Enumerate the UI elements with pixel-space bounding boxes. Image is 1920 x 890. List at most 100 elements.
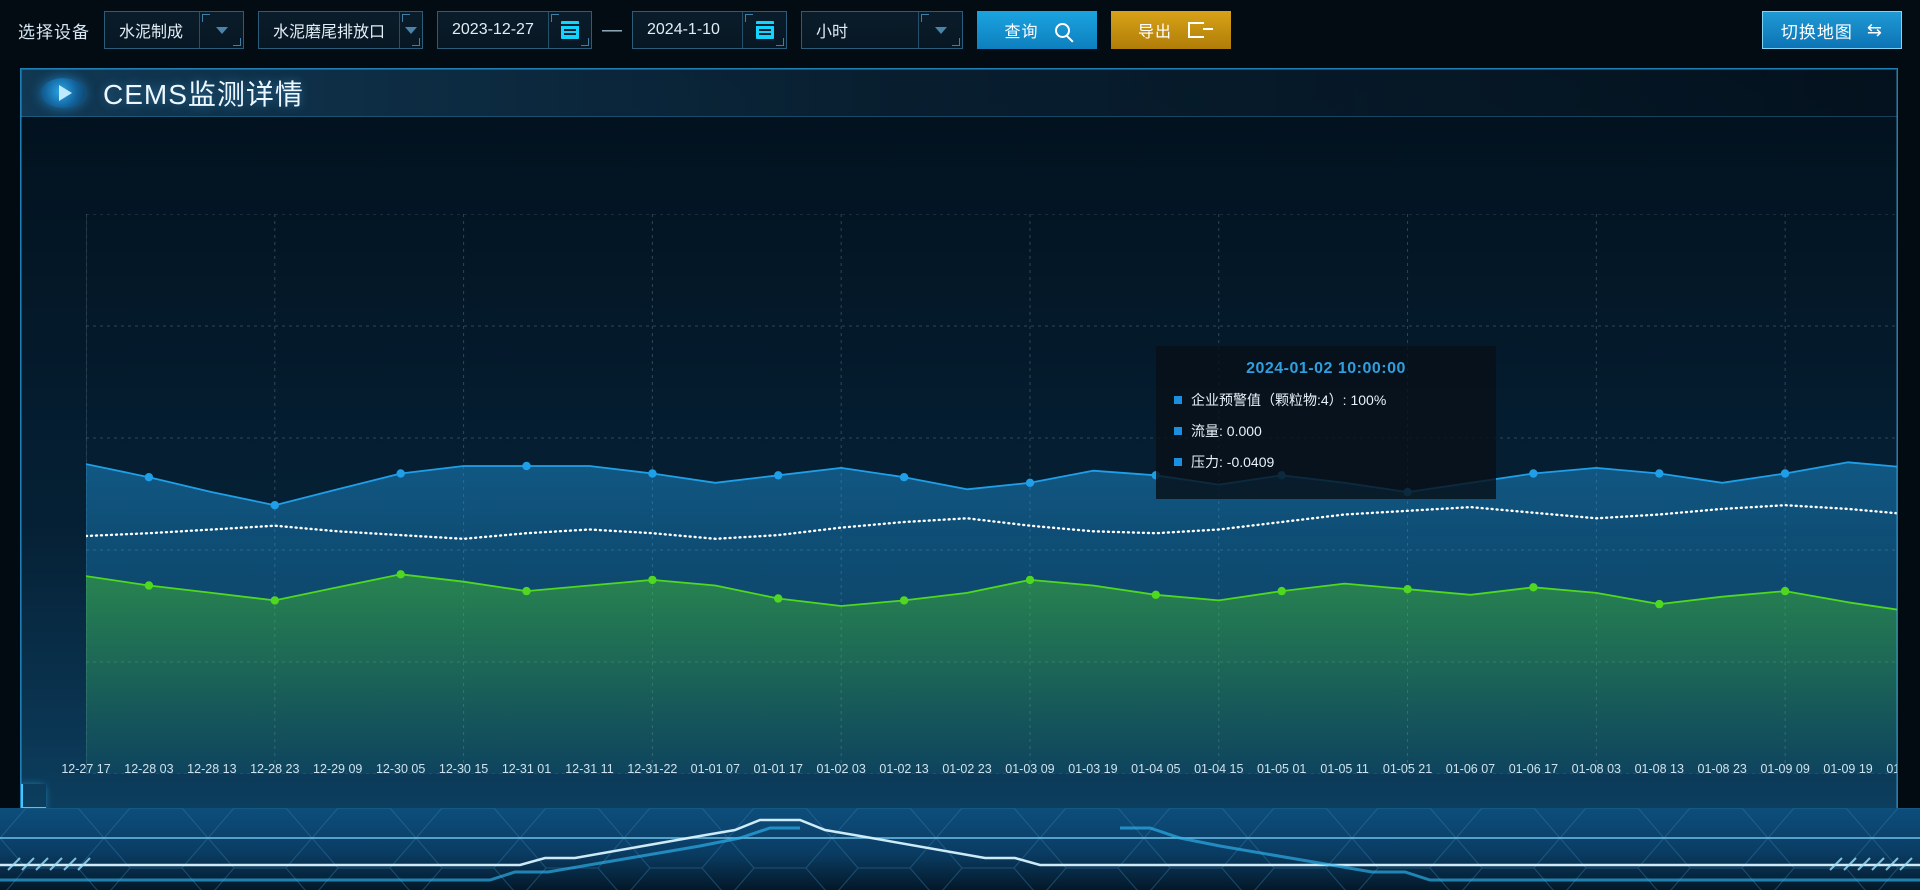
chart-plot-area bbox=[86, 214, 1897, 774]
query-button[interactable]: 查询 bbox=[977, 11, 1097, 49]
export-button-label: 导出 bbox=[1137, 24, 1172, 41]
swap-icon: ⇆ bbox=[1866, 20, 1883, 40]
x-axis-tick-17: 01-04 05 bbox=[1131, 762, 1181, 776]
series-point bbox=[648, 575, 657, 585]
play-icon bbox=[41, 78, 85, 108]
series-point bbox=[774, 594, 783, 603]
x-axis-tick-2: 12-28 13 bbox=[187, 762, 237, 776]
end-date-input[interactable]: 2024-1-10 bbox=[632, 11, 787, 49]
series-point bbox=[1655, 599, 1664, 609]
series-point bbox=[1277, 471, 1286, 480]
series-point bbox=[1529, 583, 1538, 592]
series-point bbox=[1025, 575, 1035, 585]
chart-container: 12-27 17 12-28 03 12-28 13 12-28 23 12-29 09… bbox=[21, 117, 1897, 809]
x-axis-tick-0: 12-27 17 bbox=[61, 762, 111, 776]
chevron-down-icon[interactable] bbox=[399, 12, 422, 48]
export-button[interactable]: 导出 bbox=[1111, 11, 1231, 49]
query-button-label: 查询 bbox=[1004, 24, 1039, 41]
series-point bbox=[522, 461, 531, 471]
switch-map-label: 切换地图 bbox=[1780, 22, 1853, 42]
series-point bbox=[144, 581, 154, 590]
top-toolbar: 选择设备 水泥制成 水泥磨尾排放口 2023-12-27 — 2024-1-10… bbox=[0, 0, 1920, 60]
x-axis-tick-12: 01-02 03 bbox=[816, 762, 866, 776]
x-axis-tick-9: 12-31-22 bbox=[627, 762, 678, 776]
x-axis-tick-23: 01-06 17 bbox=[1508, 762, 1559, 776]
x-axis-tick-6: 12-30 15 bbox=[438, 762, 489, 776]
x-axis-tick-7: 12-31 01 bbox=[501, 762, 552, 776]
x-axis-tick-22: 01-06 07 bbox=[1445, 762, 1496, 776]
outlet-select-value: 水泥磨尾排放口 bbox=[273, 24, 386, 41]
x-axis-tick-11: 01-01 17 bbox=[753, 762, 803, 776]
x-axis-tick-19: 01-05 01 bbox=[1257, 762, 1307, 776]
chart-x-axis: 12-27 17 12-28 03 12-28 13 12-28 23 12-29 09… bbox=[21, 762, 1897, 782]
search-icon bbox=[1054, 22, 1070, 38]
panel-header-background bbox=[21, 69, 1897, 117]
series-line bbox=[86, 461, 1897, 507]
x-axis-tick-5: 12-30 05 bbox=[375, 762, 426, 776]
series-point bbox=[1151, 471, 1161, 480]
device-select[interactable]: 水泥制成 bbox=[104, 11, 244, 49]
x-axis-tick-15: 01-03 09 bbox=[1005, 762, 1055, 776]
x-axis-tick-3: 12-28 23 bbox=[250, 762, 300, 776]
series-point bbox=[1277, 586, 1286, 596]
export-icon bbox=[1188, 22, 1213, 38]
series-point bbox=[1529, 469, 1538, 478]
series-line bbox=[86, 504, 1897, 540]
x-axis-tick-18: 01-04 15 bbox=[1194, 762, 1244, 776]
x-axis-tick-25: 01-08 13 bbox=[1634, 762, 1684, 776]
cems-detail-panel: CEMS监测详情 12-27 17 12-28 03 12-28 13 12-28 2… bbox=[20, 68, 1898, 810]
series-point bbox=[648, 469, 657, 478]
series-point bbox=[396, 570, 405, 579]
series-point bbox=[1403, 487, 1412, 497]
panel-header: CEMS监测详情 bbox=[21, 69, 1897, 117]
device-label: 选择设备 bbox=[18, 22, 90, 42]
series-point bbox=[1025, 478, 1035, 487]
series-point bbox=[396, 469, 405, 478]
series-point bbox=[1403, 585, 1412, 594]
series-point bbox=[899, 473, 909, 482]
x-axis-tick-26: 01-08 23 bbox=[1697, 762, 1747, 776]
chart-series-2 bbox=[86, 570, 1897, 774]
chevron-down-icon[interactable] bbox=[918, 12, 962, 48]
switch-map-button[interactable]: 切换地图 ⇆ bbox=[1761, 11, 1902, 49]
series-point bbox=[1780, 469, 1790, 478]
x-axis-tick-10: 01-01 07 bbox=[690, 762, 740, 776]
end-date-value: 2024-1-10 bbox=[647, 21, 720, 38]
device-select-value: 水泥制成 bbox=[119, 24, 184, 41]
series-point bbox=[270, 596, 279, 605]
series-point bbox=[774, 471, 783, 480]
series-point bbox=[1655, 469, 1664, 478]
granularity-select-value: 小时 bbox=[816, 24, 849, 41]
x-axis-tick-28: 01-09 19 bbox=[1823, 762, 1873, 776]
series-point bbox=[522, 586, 531, 596]
chevron-down-icon[interactable] bbox=[199, 12, 243, 48]
series-point bbox=[1151, 590, 1161, 599]
calendar-icon[interactable] bbox=[547, 12, 591, 48]
page-title: CEMS监测详情 bbox=[103, 79, 304, 110]
x-axis-tick-16: 01-03 19 bbox=[1068, 762, 1118, 776]
x-axis-tick-8: 12-31 11 bbox=[565, 762, 614, 776]
series-point bbox=[899, 596, 909, 605]
bottom-decoration-svg bbox=[0, 808, 1920, 890]
bottom-decoration bbox=[0, 808, 1920, 890]
x-axis-tick-1: 12-28 03 bbox=[124, 762, 174, 776]
chart-svg bbox=[86, 214, 1897, 774]
x-axis-tick-21: 01-05 21 bbox=[1382, 762, 1433, 776]
date-range-separator: — bbox=[602, 18, 622, 41]
x-axis-tick-14: 01-02 23 bbox=[942, 762, 992, 776]
series-area bbox=[86, 574, 1897, 774]
series-point bbox=[270, 501, 279, 510]
x-axis-tick-24: 01-08 03 bbox=[1571, 762, 1622, 776]
outlet-select[interactable]: 水泥磨尾排放口 bbox=[258, 11, 423, 49]
start-date-value: 2023-12-27 bbox=[452, 21, 534, 38]
calendar-icon[interactable] bbox=[742, 12, 786, 48]
x-axis-tick-4: 12-29 09 bbox=[313, 762, 363, 776]
granularity-select[interactable]: 小时 bbox=[801, 11, 963, 49]
series-line bbox=[86, 573, 1897, 611]
series-point bbox=[1780, 586, 1790, 596]
start-date-input[interactable]: 2023-12-27 bbox=[437, 11, 592, 49]
series-point bbox=[144, 473, 154, 482]
x-axis-tick-29: 01-10 05 bbox=[1886, 762, 1897, 776]
x-axis-tick-20: 01-05 11 bbox=[1320, 762, 1369, 776]
